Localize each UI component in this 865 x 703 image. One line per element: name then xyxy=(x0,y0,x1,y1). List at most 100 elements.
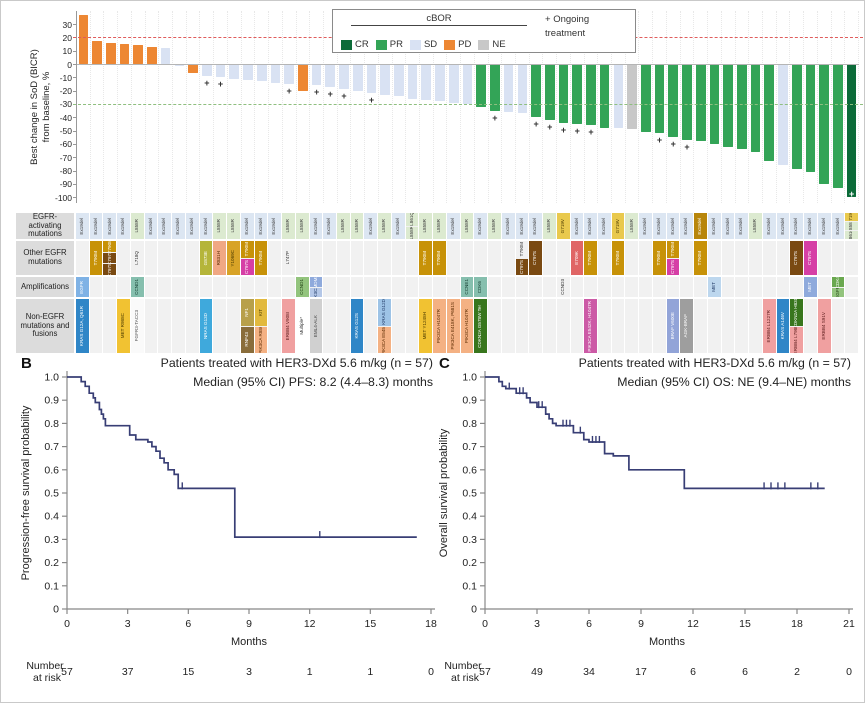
mutation-label: T790M xyxy=(669,242,675,257)
annotation-cell: Ex19del xyxy=(639,213,652,239)
annotation-cell-blocks: EGFR xyxy=(76,277,89,297)
waterfall-bar-pr xyxy=(558,64,569,123)
mutation-label: G719V xyxy=(614,218,620,234)
annotation-cell: MET Y1248H xyxy=(419,299,433,353)
annotation-cell-blocks: Y1069C xyxy=(227,241,240,275)
annotation-cell: T790M xyxy=(652,241,666,275)
km-risk-number: 2 xyxy=(794,666,800,678)
mutation-block: EML4-ALK xyxy=(309,299,323,353)
mutation-label: Ex19del xyxy=(669,217,675,235)
annotation-cell-blocks: PIK3CA H1047R xyxy=(460,299,474,353)
mutation-label: Ex19del xyxy=(449,217,455,235)
annotation-cell-blocks: L858R xyxy=(227,213,240,239)
legend-item-label: PD xyxy=(458,39,472,50)
annotation-cell-blocks: CCNE1 xyxy=(460,277,474,297)
km-x-tick-label: 0 xyxy=(482,618,488,630)
waterfall-y-tick-mark xyxy=(73,170,77,172)
ongoing-plus-mark: + xyxy=(492,112,498,123)
mutation-block: Ex19del xyxy=(804,213,817,239)
annotation-cell: T790M C797S xyxy=(240,241,254,275)
mutation-label: G719A xyxy=(848,213,854,221)
mutation-label: L858R xyxy=(491,219,497,233)
waterfall-bar-sd xyxy=(352,64,363,91)
mutation-label: Ex19del xyxy=(738,217,744,235)
waterfall-slot: + xyxy=(543,11,558,203)
annotation-cell-blocks: PIK3CA E418K, P681S xyxy=(446,299,460,353)
mutation-block: FGFR3-TACC3 xyxy=(130,299,144,353)
waterfall-y-tick-label: -40 xyxy=(59,112,72,123)
annotation-cell xyxy=(639,277,652,297)
annotation-cell-blocks: L858R xyxy=(213,213,227,239)
mutation-label: E709K xyxy=(573,251,579,265)
mutation-label: CCNE1 xyxy=(463,279,469,295)
mutation-label: L718Q xyxy=(134,251,139,265)
annotation-cell xyxy=(817,277,831,297)
annotation-cell-blocks: Ex19del xyxy=(240,213,254,239)
mutation-block: T790M xyxy=(419,241,433,275)
annotation-cell xyxy=(707,241,721,275)
mutation-block: BRAF V600E xyxy=(666,299,680,353)
ongoing-plus-mark: + xyxy=(821,189,827,199)
mutation-block: CDK4 xyxy=(831,277,845,287)
annotation-cell: Ex19del xyxy=(584,213,597,239)
mutation-block: Ex19del xyxy=(680,213,694,239)
waterfall-bar-pr xyxy=(833,64,843,188)
annotation-cell: L858R xyxy=(625,213,639,239)
km-y-tick-label: 0.5 xyxy=(462,488,477,500)
km-x-tick-label: 6 xyxy=(185,618,191,630)
annotation-cell xyxy=(543,299,556,353)
annotation-cell xyxy=(666,277,680,297)
waterfall-slot xyxy=(393,11,407,203)
annotation-cell: T790M xyxy=(254,241,268,275)
waterfall-y-tick-mark xyxy=(73,197,77,199)
waterfall-slot xyxy=(736,11,750,203)
mutation-label: R831H xyxy=(216,250,222,266)
km-y-tick-label: 0 xyxy=(53,604,59,616)
waterfall-bar-pr xyxy=(805,64,816,172)
annotation-cell-blocks: Ex19del xyxy=(309,213,323,239)
annotation-cell xyxy=(295,241,309,275)
mutation-label: C797S xyxy=(807,250,813,266)
mutation-label: CDKN2A G578W Ter xyxy=(477,304,483,348)
annotation-cell-blocks: G719A L858R L861Q xyxy=(845,213,858,239)
waterfall-slot: + xyxy=(338,11,352,203)
mutation-block: PIK3CA E545K xyxy=(378,326,391,353)
legend-ongoing-plus: + xyxy=(545,14,551,25)
mutation-block: T790M xyxy=(433,241,446,275)
mutation-label: C797S xyxy=(532,250,538,266)
mutation-label: T790M xyxy=(518,242,524,257)
annotation-cell-blocks: Ex19del xyxy=(323,213,336,239)
annotation-cell xyxy=(543,241,556,275)
mutation-block: T790M xyxy=(240,241,254,258)
ongoing-plus-mark: + xyxy=(341,91,347,102)
annotation-cell xyxy=(790,277,804,297)
annotation-cell-blocks: Ex19del xyxy=(76,213,89,239)
mutation-label: L858R xyxy=(381,219,387,233)
annotation-cell-blocks: MET xyxy=(707,277,721,297)
waterfall-slot xyxy=(146,11,160,203)
waterfall-slot xyxy=(502,11,516,203)
waterfall-bar-pd xyxy=(133,45,144,64)
annotation-cell-blocks: Ex19del xyxy=(666,213,680,239)
mutation-label: T790M xyxy=(697,250,703,266)
annotation-cell xyxy=(158,277,172,297)
mutation-block: T790M xyxy=(89,241,103,275)
waterfall-bar-sd xyxy=(270,64,281,83)
annotation-cell xyxy=(337,241,350,275)
annotation-cell-blocks: KRAS G12S xyxy=(350,299,364,353)
mutation-block: Ex19del xyxy=(185,213,199,239)
km-y-tick-label: 0.9 xyxy=(462,395,477,407)
waterfall-slot xyxy=(722,11,736,203)
km-risk-number: 1 xyxy=(367,666,373,678)
mutation-label: Ex19del xyxy=(793,217,799,235)
waterfall-y-tick-label: 30 xyxy=(62,19,72,30)
mutation-label: C797S xyxy=(793,250,799,266)
km-risk-number: 0 xyxy=(846,666,852,678)
mutation-label: L858R xyxy=(463,219,469,233)
annotation-cell: Ex19del xyxy=(776,213,790,239)
mutation-block: PIK3CA E418K, P681S xyxy=(446,299,460,353)
annotation-cell: G719A L858R L861Q xyxy=(845,213,858,239)
annotation-cell: T790M xyxy=(89,241,103,275)
waterfall-slot xyxy=(173,11,187,203)
mutation-block: EGFR xyxy=(831,287,845,297)
